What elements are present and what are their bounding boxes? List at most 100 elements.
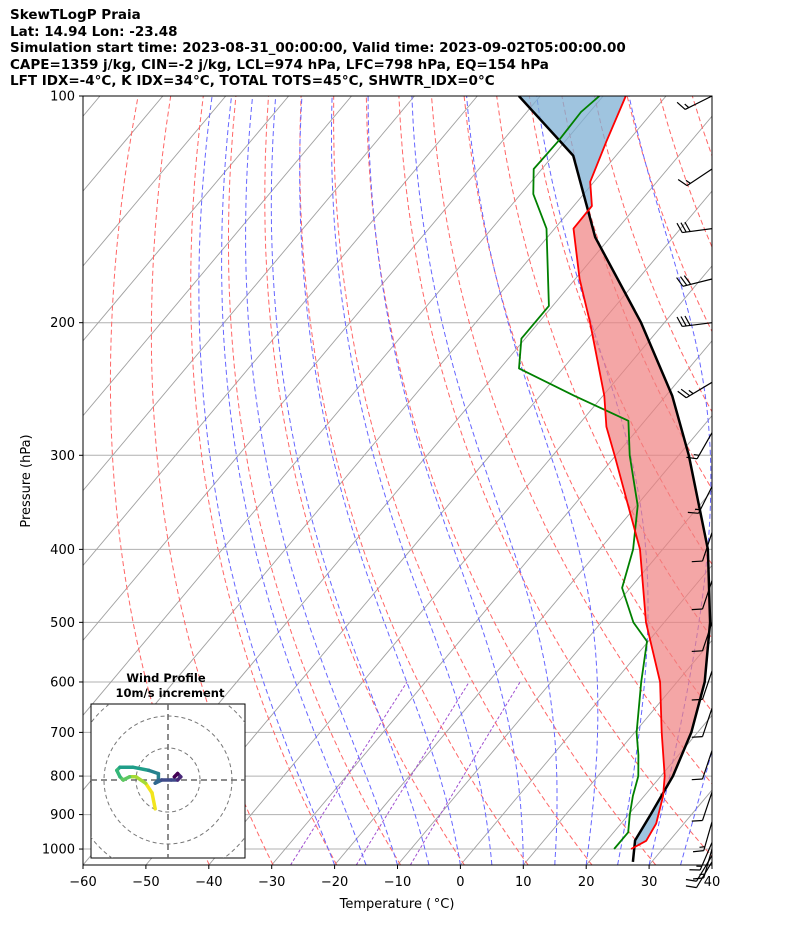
wind-barb [686, 432, 713, 460]
wind-barb [691, 580, 713, 611]
cape-area [573, 215, 711, 793]
wind-barb-flag [685, 878, 697, 882]
indices-line: LFT IDX=-4°C, K IDX=34°C, TOTAL TOTS=45°… [10, 73, 495, 90]
dry-adiabat [150, 96, 274, 865]
y-tick-label: 100 [50, 90, 75, 105]
wind-barb-flag [680, 388, 691, 397]
wind-barb [677, 381, 713, 399]
wind-barb-flag [677, 179, 688, 187]
isotherm-line [522, 639, 712, 865]
wind-barb-flag [691, 560, 703, 563]
moist-adiabat [245, 96, 398, 865]
cin-area [518, 96, 626, 216]
y-axis-ticks: 100 200 300 400 500 600 700 800 900 1000 [42, 90, 83, 858]
hodograph-trace [134, 775, 148, 785]
mixing-ratio-line [290, 681, 408, 865]
wind-barb [691, 750, 713, 781]
wind-barb-flag [685, 885, 697, 889]
wind-barb-staff [685, 381, 713, 399]
wind-barb-flag [687, 511, 699, 514]
wind-barb-flag [676, 316, 683, 327]
isotherm-line [83, 96, 415, 492]
hodograph-title: Wind Profile [126, 671, 206, 685]
isotherm-line [83, 96, 604, 716]
wind-barb [685, 861, 713, 889]
wind-barb-flag [676, 277, 684, 287]
x-tick-label: −40 [195, 875, 222, 890]
hodograph-subtitle: 10m/s increment [116, 686, 225, 700]
y-tick-label: 700 [50, 726, 75, 741]
wind-barb-staff [682, 278, 713, 287]
dry-adiabat [431, 96, 712, 785]
wind-barb-staff [682, 322, 713, 328]
wind-barb-staff [696, 855, 713, 882]
y-tick-label: 200 [50, 316, 75, 331]
hodograph-trace [143, 781, 154, 795]
mixing-ratio-line [409, 681, 521, 865]
x-tick-label: −50 [132, 875, 159, 890]
wind-barb-staff [699, 842, 713, 871]
isotherm-line [271, 340, 712, 865]
wind-barb-staff [696, 432, 713, 460]
moist-adiabat [331, 96, 493, 865]
wind-barb-half-flag [699, 846, 705, 848]
mixing-ratio-lines [290, 681, 521, 865]
dry-adiabat [365, 96, 657, 865]
wind-barb-half-flag [688, 389, 694, 395]
wind-barb [692, 821, 713, 853]
x-tick-label: −30 [258, 875, 285, 890]
dewpoint-line [518, 96, 648, 850]
hodograph-trace [150, 791, 157, 811]
wind-barb [676, 275, 713, 287]
wind-barb-flag [677, 390, 687, 399]
y-tick-label: 500 [50, 616, 75, 631]
hodograph-trace [172, 771, 180, 779]
wind-barb-flag [676, 222, 683, 233]
x-tick-label: 10 [515, 875, 532, 890]
chart-title: SkewTLogP Praia [10, 7, 141, 23]
sounding-profiles [517, 96, 712, 863]
moist-adiabat [367, 96, 524, 865]
wind-barb-flag [680, 316, 687, 327]
cape-line: CAPE=1359 j/kg, CIN=-2 j/kg, LCL=974 hPa… [10, 56, 549, 73]
y-tick-label: 400 [50, 543, 75, 558]
wind-barb [691, 670, 713, 701]
wind-barb-staff [682, 228, 713, 234]
x-axis-ticks: −60 −50 −40 −30 −20 −10 0 10 20 30 40 [69, 865, 720, 890]
dry-adiabat [725, 96, 794, 865]
wind-barb-flag [683, 275, 692, 285]
dry-adiabat [299, 96, 529, 865]
isotherm-line [83, 96, 290, 342]
wind-barb-staff [701, 791, 713, 821]
wind-barb-staff [701, 532, 713, 562]
hodograph-inset: Wind Profile 10m/s increment [90, 671, 246, 859]
hodograph-trace [131, 765, 151, 773]
moist-adiabats [198, 96, 712, 865]
y-tick-label: 1000 [42, 843, 75, 858]
wind-barb [676, 315, 713, 328]
wind-barb-half-flag [684, 103, 690, 109]
wind-barb-staff [701, 580, 713, 610]
dry-adiabat [758, 96, 794, 865]
y-tick-label: 900 [50, 808, 75, 823]
isotherm-line [83, 96, 352, 417]
location-line: Lat: 14.94 Lon: -23.48 [10, 23, 178, 40]
wind-barb [691, 532, 713, 563]
wind-barb-flag [691, 698, 703, 701]
isotherm-line [83, 96, 478, 567]
x-tick-label: −10 [384, 875, 411, 890]
wind-barb [691, 707, 713, 738]
y-axis-label: Pressure (hPa) [19, 434, 34, 527]
wind-barb-staff [696, 861, 713, 888]
wind-barb [691, 622, 713, 653]
moist-adiabat [466, 96, 599, 865]
isotherm-line [83, 96, 541, 642]
wind-barb-staff [701, 750, 713, 780]
moist-adiabat [711, 863, 712, 865]
moist-adiabat [221, 96, 367, 865]
x-tick-label: −20 [321, 875, 348, 890]
wind-barb-flag [691, 650, 703, 653]
wind-barb-staff [701, 622, 713, 652]
dry-adiabat [333, 96, 593, 865]
time-line: Simulation start time: 2023-08-31_00:00:… [10, 40, 626, 57]
